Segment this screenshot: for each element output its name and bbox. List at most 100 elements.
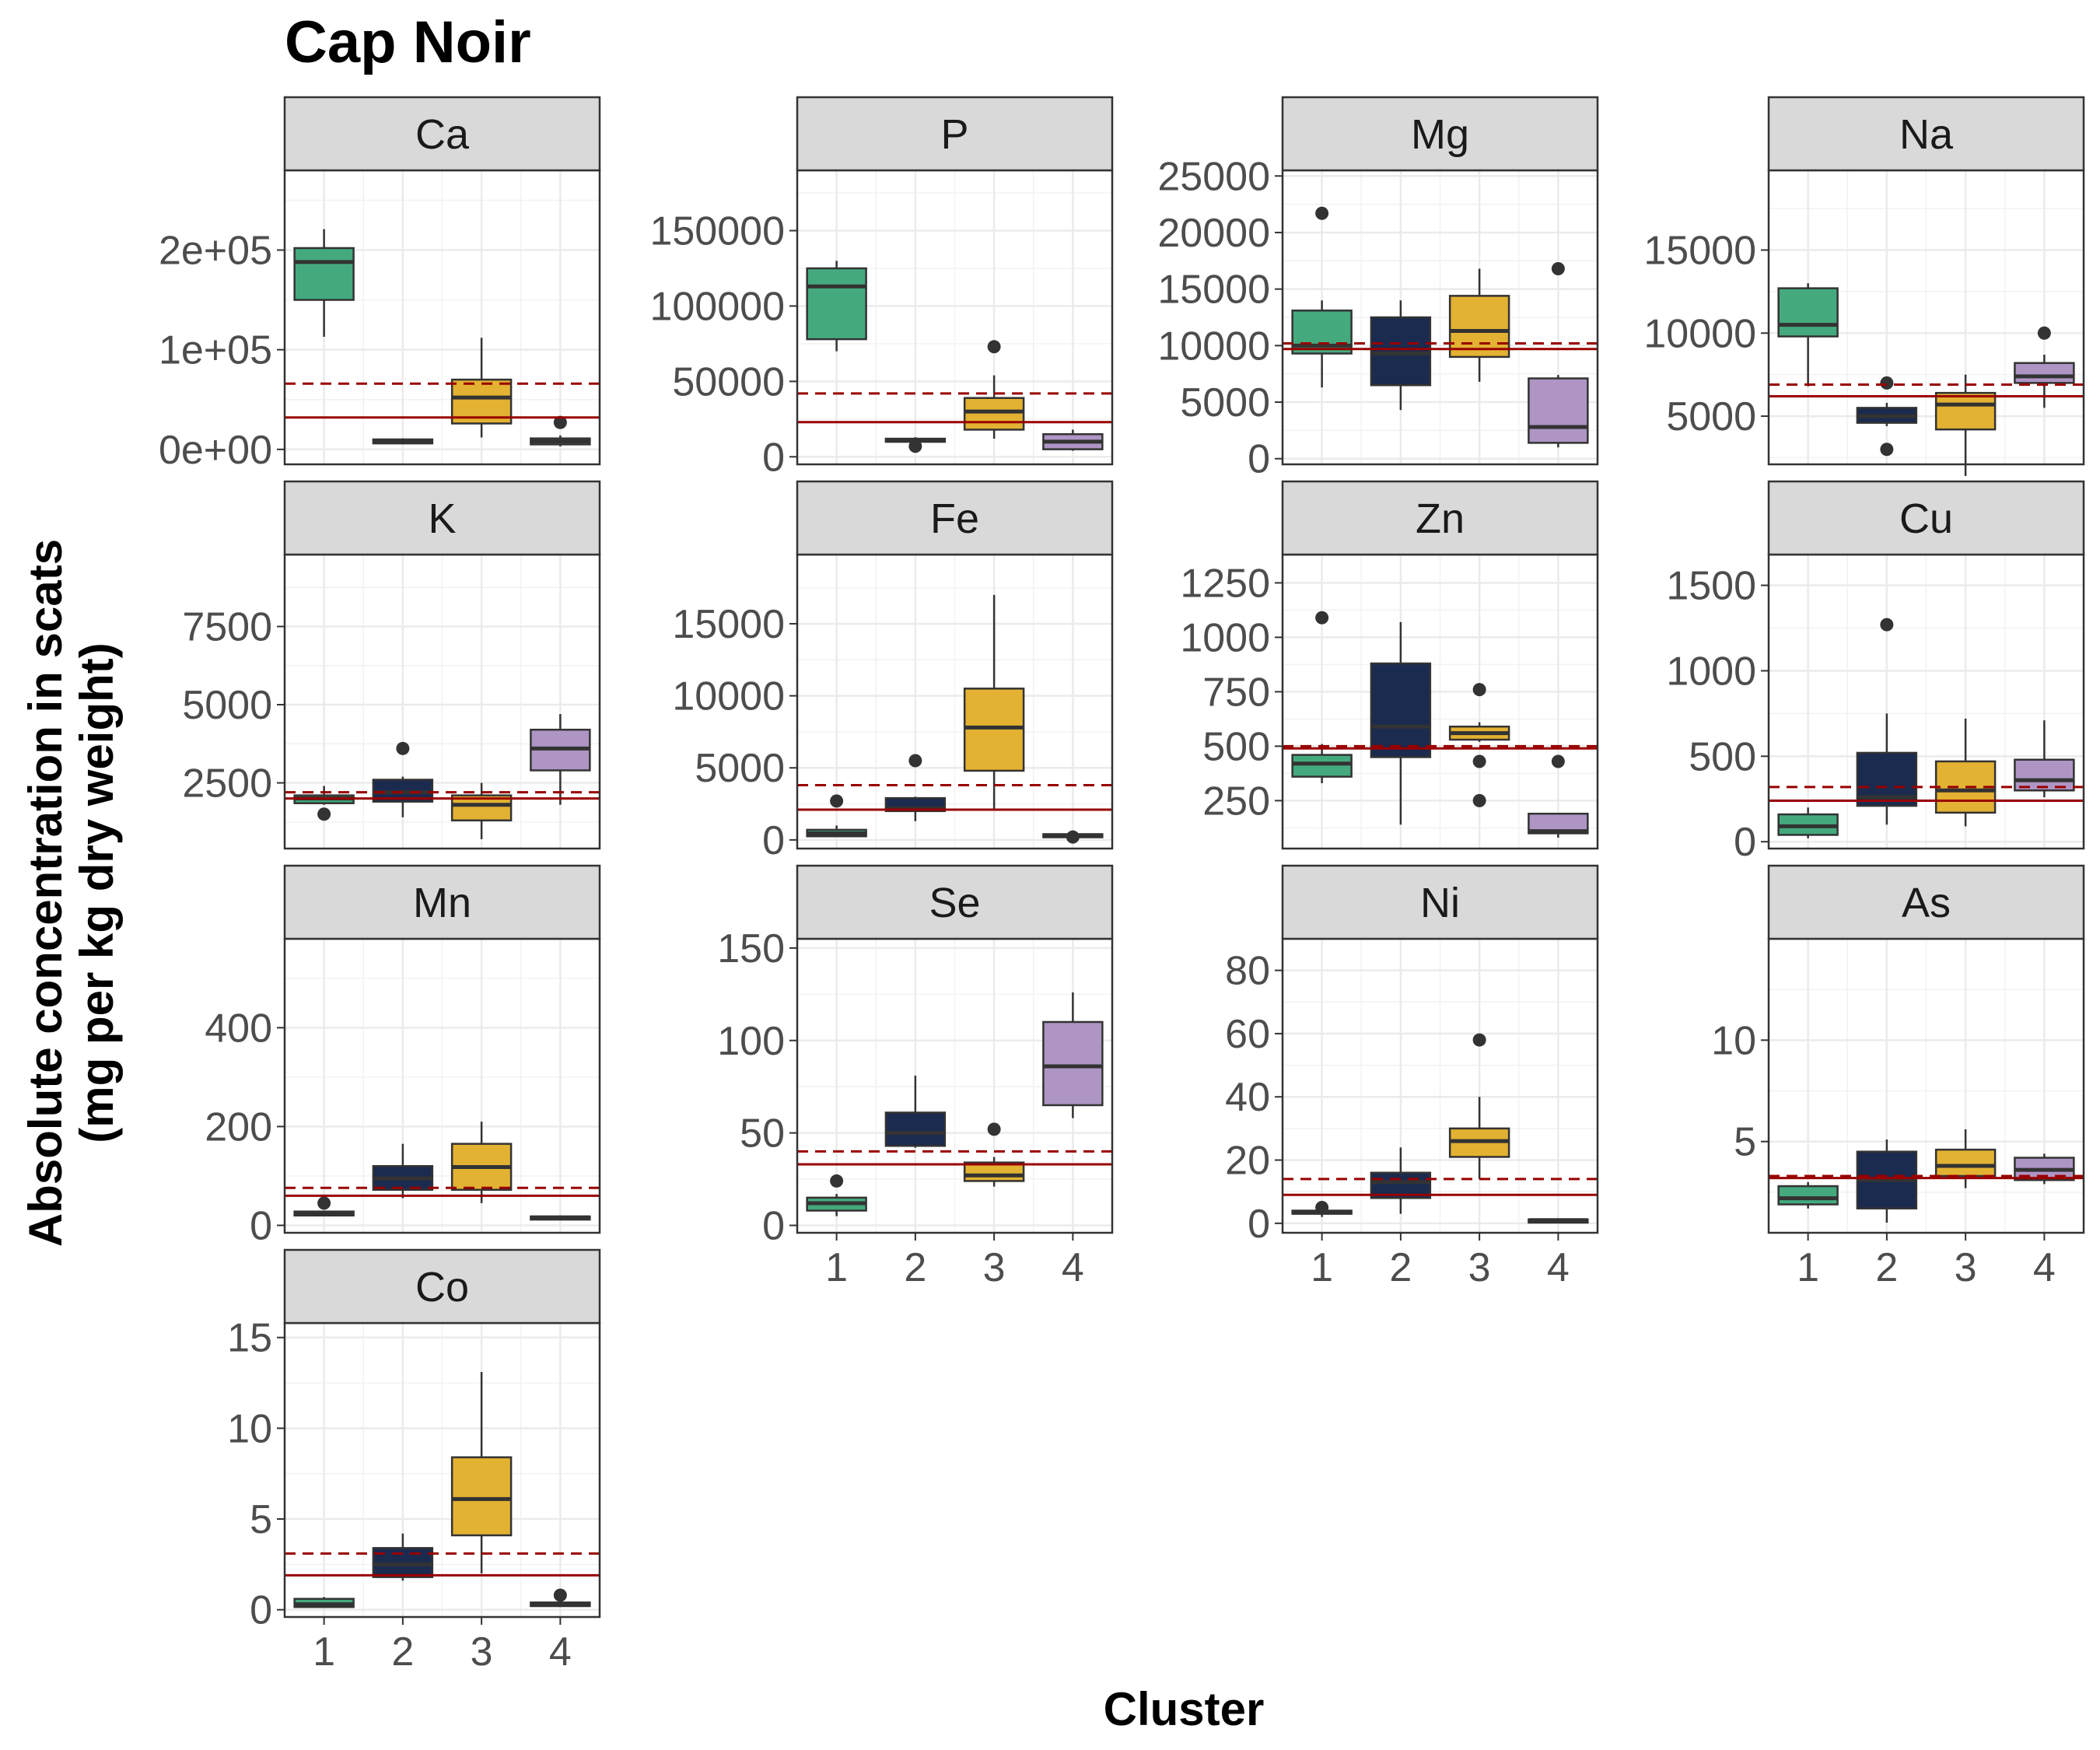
iqr-box xyxy=(1291,754,1353,778)
y-tick-label: 0 xyxy=(250,1203,272,1248)
x-tick-label: 3 xyxy=(983,1245,1006,1290)
x-tick-label: 4 xyxy=(1547,1245,1570,1290)
box-mn-cluster-3 xyxy=(450,1122,513,1203)
outlier-point xyxy=(830,794,844,808)
box-mg-cluster-3 xyxy=(1448,268,1510,382)
panel-cu: 0 500 1000 1500 Cu xyxy=(1666,480,2085,865)
y-tick-label: 5000 xyxy=(1666,394,1756,439)
facet-strip xyxy=(1767,864,2085,940)
facet-strip-label: Mn xyxy=(413,880,471,926)
box-ca-cluster-2 xyxy=(372,438,434,445)
panel-as: 5 10 1 2 3 4 As xyxy=(1711,864,2085,1290)
outlier-point xyxy=(2037,326,2051,340)
facet-strip xyxy=(283,864,601,940)
y-tick-label: 750 xyxy=(1202,670,1270,715)
box-fe-cluster-3 xyxy=(963,594,1025,810)
facet-strip-label: Ni xyxy=(1420,880,1460,926)
facet-strip-label: Cu xyxy=(1899,495,1953,542)
box-ca-cluster-4 xyxy=(530,415,591,446)
x-tick-label: 1 xyxy=(825,1245,848,1290)
x-tick-label: 3 xyxy=(1468,1245,1491,1290)
box-cu-cluster-1 xyxy=(1777,807,1839,838)
y-tick-label: 1000 xyxy=(1180,615,1270,660)
outlier-point xyxy=(317,1196,331,1210)
y-tick-label: 5 xyxy=(250,1497,272,1542)
iqr-box xyxy=(2014,362,2075,384)
y-tick-label: 0 xyxy=(1248,437,1270,482)
box-fe-cluster-4 xyxy=(1042,830,1104,844)
box-co-cluster-3 xyxy=(450,1372,513,1573)
y-tick-label: 2500 xyxy=(182,761,272,807)
y-tick-label: 10000 xyxy=(1157,324,1270,369)
iqr-box xyxy=(1042,1020,1104,1107)
y-tick-label: 20000 xyxy=(1157,211,1270,256)
y-tick-label: 50000 xyxy=(672,359,785,404)
box-mg-cluster-2 xyxy=(1370,300,1432,411)
y-tick-label: 10 xyxy=(1711,1018,1756,1063)
box-p-cluster-4 xyxy=(1042,429,1104,451)
panel-se: 0 50 100 150 1 2 3 4 Se xyxy=(717,864,1114,1290)
iqr-box xyxy=(884,1111,947,1147)
facet-strip-label: Mg xyxy=(1411,111,1469,158)
box-mn-cluster-4 xyxy=(530,1215,591,1221)
y-tick-label: 100 xyxy=(717,1019,785,1064)
iqr-box xyxy=(2014,758,2075,792)
x-tick-label: 1 xyxy=(1797,1245,1819,1290)
y-tick-label: 0 xyxy=(250,1588,272,1633)
facet-strip-label: Na xyxy=(1899,111,1954,158)
y-tick-label: 5000 xyxy=(182,683,272,728)
facet-strip xyxy=(796,480,1114,556)
facet-strip-label: P xyxy=(940,111,968,158)
y-tick-label: 7500 xyxy=(182,604,272,649)
y-tick-label: 5000 xyxy=(1180,380,1270,425)
box-se-cluster-1 xyxy=(806,1174,867,1216)
y-tick-label: 150000 xyxy=(649,209,785,254)
iqr-box xyxy=(1528,377,1589,444)
iqr-box xyxy=(1370,316,1432,387)
y-tick-label: 15000 xyxy=(672,602,785,647)
iqr-box xyxy=(806,267,867,341)
y-tick-label: 1250 xyxy=(1180,561,1270,606)
box-ca-cluster-1 xyxy=(293,229,355,337)
outlier-point xyxy=(317,807,331,821)
facet-strip xyxy=(796,864,1114,940)
y-tick-label: 40 xyxy=(1225,1075,1270,1120)
outlier-point xyxy=(1315,1200,1329,1214)
outlier-point xyxy=(908,754,922,768)
iqr-box xyxy=(1934,1148,1997,1178)
iqr-box xyxy=(450,378,513,425)
y-tick-label: 20 xyxy=(1225,1139,1270,1184)
box-mg-cluster-1 xyxy=(1291,206,1353,388)
box-as-cluster-4 xyxy=(2014,1153,2075,1185)
outlier-point xyxy=(1472,754,1486,768)
facet-strip xyxy=(1281,96,1599,172)
iqr-box xyxy=(1448,295,1510,359)
facet-panels: 0e+001e+052e+05Ca050000100000150000P0500… xyxy=(159,96,2085,1675)
outlier-point xyxy=(1551,261,1565,275)
y-tick-label: 5 xyxy=(1734,1120,1756,1165)
iqr-box xyxy=(450,1456,513,1537)
facet-strip xyxy=(1767,96,2085,172)
box-k-cluster-4 xyxy=(530,714,591,805)
y-tick-label: 10000 xyxy=(672,674,785,719)
facet-strip-label: Co xyxy=(415,1264,469,1311)
x-tick-label: 4 xyxy=(549,1629,572,1675)
box-as-cluster-2 xyxy=(1856,1139,1918,1223)
y-tick-label: 15000 xyxy=(1157,268,1270,313)
x-tick-label: 1 xyxy=(313,1629,335,1675)
panel-co: 0 5 10 15 1 2 3 4 Co xyxy=(227,1248,601,1675)
facet-strip-label: Zn xyxy=(1416,495,1465,542)
box-cu-cluster-2 xyxy=(1856,618,1918,825)
y-tick-label: 0 xyxy=(762,1203,785,1248)
panel-zn: 250 500 750 1000 1250 Zn xyxy=(1180,480,1599,850)
y-tick-label: 100000 xyxy=(649,284,785,329)
y-tick-label: 60 xyxy=(1225,1012,1270,1057)
box-ni-cluster-1 xyxy=(1291,1200,1353,1217)
outlier-point xyxy=(1315,206,1329,220)
iqr-box xyxy=(293,247,355,301)
outlier-point xyxy=(987,340,1001,354)
box-na-cluster-2 xyxy=(1856,376,1918,457)
facet-strip xyxy=(283,1248,601,1325)
y-tick-label: 150 xyxy=(717,926,785,971)
